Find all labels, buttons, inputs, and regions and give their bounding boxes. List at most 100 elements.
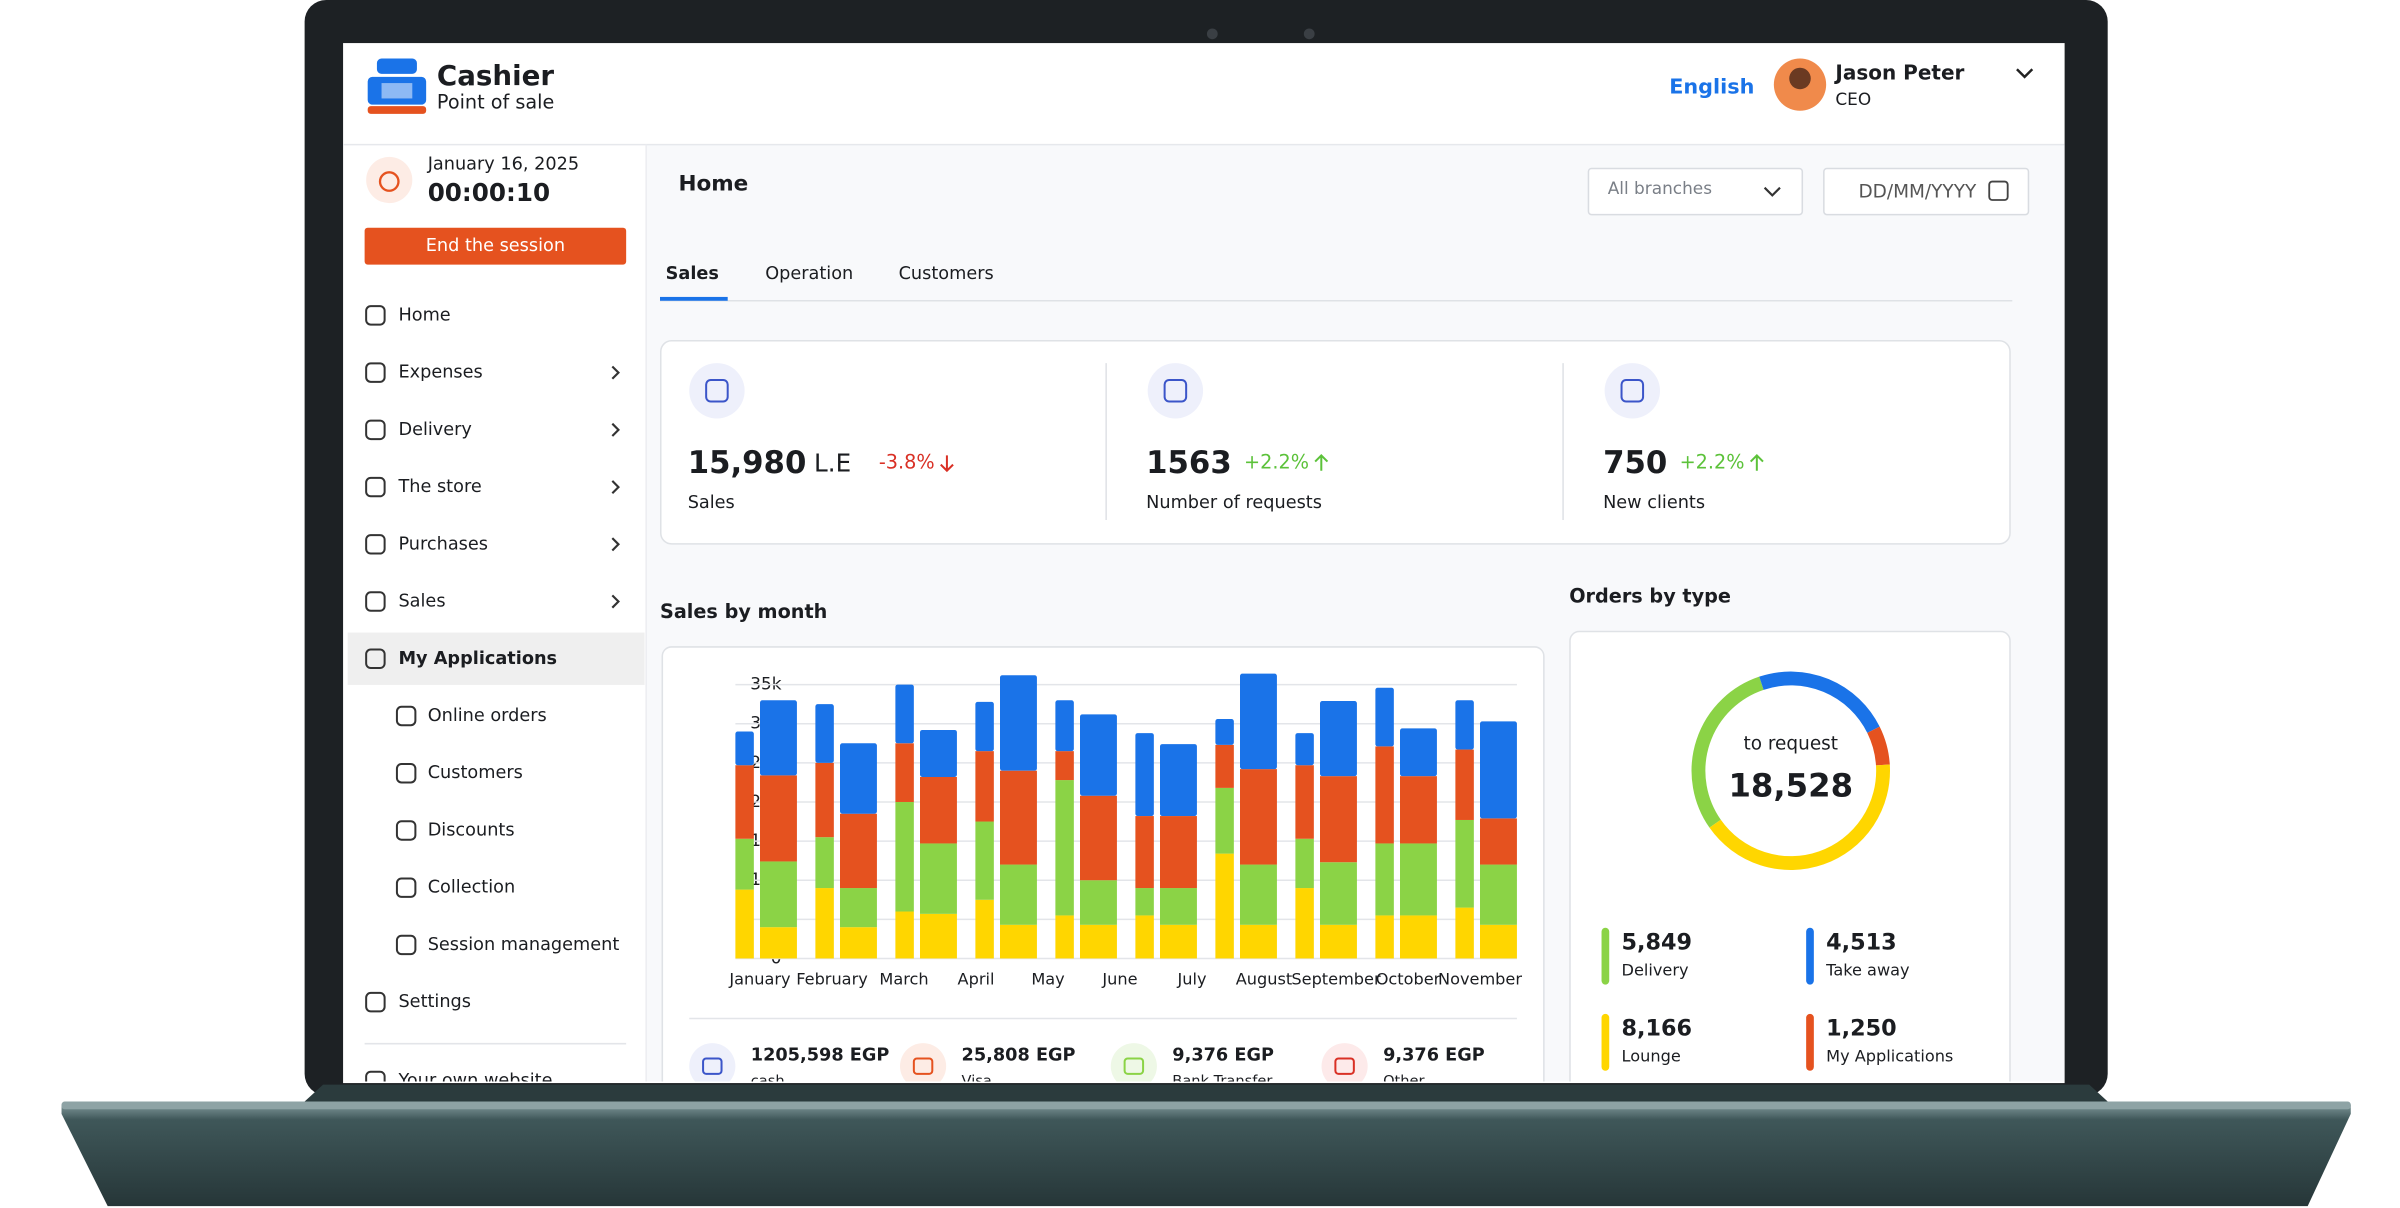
menu-item[interactable]: Delivery bbox=[398, 420, 471, 440]
donut-segment bbox=[1759, 671, 1880, 733]
kpi-arrow bbox=[1749, 453, 1764, 471]
orders-chart-title: Orders by type bbox=[1569, 584, 1731, 607]
kpi-icon-bg bbox=[689, 363, 745, 419]
branch-dropdown[interactable] bbox=[1587, 167, 1804, 216]
bar-segment bbox=[1000, 675, 1037, 771]
tab[interactable]: Sales bbox=[666, 264, 719, 284]
legend-marker bbox=[1806, 927, 1814, 985]
user-menu-chevron[interactable] bbox=[2016, 68, 2034, 79]
payment-icon-bg bbox=[900, 1043, 947, 1082]
x-tick-label: September bbox=[1291, 969, 1381, 988]
bar-segment bbox=[840, 927, 877, 959]
payment-icon-bg bbox=[1110, 1043, 1157, 1082]
camera bbox=[1206, 28, 1218, 40]
legend-label: My Applications bbox=[1826, 1046, 1953, 1065]
bar-segment bbox=[1400, 728, 1437, 777]
language-switch[interactable]: English bbox=[1669, 75, 1754, 99]
donut-total: 18,528 bbox=[1728, 767, 1853, 805]
user-name[interactable]: Jason Peter bbox=[1833, 60, 1964, 84]
bar-segment bbox=[1240, 864, 1277, 925]
kpi-unit: L.E bbox=[814, 449, 851, 478]
submenu-item[interactable]: Collection bbox=[428, 878, 516, 898]
date-input[interactable] bbox=[1823, 167, 2030, 216]
chevron bbox=[611, 365, 620, 380]
menu-item[interactable]: Purchases bbox=[398, 534, 488, 554]
bar-segment bbox=[1455, 907, 1474, 959]
bar-segment bbox=[1000, 770, 1037, 865]
menu-item[interactable]: Expenses bbox=[398, 363, 482, 383]
bar-segment bbox=[1480, 721, 1517, 819]
bar-segment bbox=[1320, 776, 1357, 863]
legend-value: 5,849 bbox=[1622, 930, 1693, 956]
bar-segment bbox=[1215, 853, 1234, 959]
submenu-item[interactable]: Discounts bbox=[428, 820, 515, 840]
kpi-label: Number of requests bbox=[1146, 493, 1322, 513]
dynamic-content: Home Expenses Delivery The store Purchases Sa… bbox=[347, 264, 1953, 1091]
menu-item[interactable]: My Applications bbox=[398, 649, 557, 669]
menu-icon bbox=[365, 648, 386, 670]
date-placeholder[interactable]: DD/MM/YYYY bbox=[1858, 181, 1977, 202]
x-tick-label: November bbox=[1438, 969, 1522, 988]
tab[interactable]: Customers bbox=[899, 264, 994, 284]
bar-segment bbox=[1000, 864, 1037, 925]
branch-dropdown-label[interactable]: All branches bbox=[1608, 178, 1712, 198]
kpi-icon bbox=[1163, 378, 1188, 403]
end-session-label[interactable]: End the session bbox=[426, 236, 565, 256]
sensor bbox=[1303, 28, 1315, 40]
payment-amount: 25,808 EGP bbox=[962, 1045, 1076, 1065]
menu-item[interactable]: Sales bbox=[398, 592, 445, 612]
submenu-item[interactable]: Session management bbox=[428, 935, 620, 955]
brand: Cashier bbox=[437, 59, 554, 92]
timer-icon-bg bbox=[366, 156, 413, 204]
avatar-face bbox=[1789, 67, 1811, 90]
session-date: January 16, 2025 bbox=[427, 155, 579, 175]
bar-segment bbox=[975, 821, 994, 900]
bar-segment bbox=[840, 888, 877, 928]
tab[interactable]: Operation bbox=[765, 264, 853, 284]
app: Cashier Point of sale English Jason Pete… bbox=[343, 58, 2065, 1091]
bar-segment bbox=[1295, 888, 1314, 959]
page-title: Home bbox=[678, 172, 748, 197]
y-tick-label: 35k bbox=[750, 674, 782, 694]
menu-icon bbox=[395, 934, 417, 956]
submenu-item[interactable]: Customers bbox=[428, 763, 523, 783]
bar-segment bbox=[1240, 924, 1277, 959]
bar-segment bbox=[895, 801, 914, 912]
menu-icon bbox=[395, 877, 417, 898]
legend-label: Delivery bbox=[1622, 960, 1689, 979]
bar-segment bbox=[975, 899, 994, 959]
bar-segment bbox=[1215, 744, 1234, 788]
bar-segment bbox=[975, 751, 994, 822]
menu-item[interactable]: Home bbox=[398, 305, 450, 325]
bar-segment bbox=[1320, 701, 1357, 777]
submenu-item[interactable]: Online orders bbox=[428, 706, 547, 726]
menu-item[interactable]: The store bbox=[397, 477, 481, 497]
bar-segment bbox=[1135, 733, 1154, 817]
menu-item[interactable]: Settings bbox=[398, 992, 471, 1012]
bar-segment bbox=[895, 743, 914, 802]
bar-segment bbox=[815, 762, 834, 838]
bar-segment bbox=[735, 731, 754, 766]
end-session-button[interactable] bbox=[364, 227, 627, 265]
calendar-icon bbox=[1988, 180, 2009, 201]
bar-segment bbox=[1480, 864, 1517, 925]
bar-segment bbox=[1000, 924, 1037, 959]
bar-segment bbox=[1080, 795, 1117, 881]
kpi-arrow bbox=[1314, 453, 1329, 471]
kpi-icon-bg bbox=[1147, 363, 1204, 419]
legend-marker bbox=[1806, 1013, 1814, 1071]
bar-segment bbox=[1055, 780, 1074, 916]
bar-segment bbox=[895, 684, 914, 744]
bar-segment bbox=[1240, 769, 1277, 865]
laptop-hinge bbox=[304, 1084, 2108, 1102]
payment-amount: 9,376 EGP bbox=[1172, 1045, 1274, 1065]
menu-icon bbox=[395, 820, 417, 841]
menu-item[interactable]: Your own website bbox=[397, 1071, 552, 1091]
payment-amount: 1205,598 EGP bbox=[751, 1045, 890, 1065]
x-tick-label: February bbox=[796, 969, 868, 988]
menu-icon bbox=[365, 419, 386, 441]
bar-segment bbox=[1055, 700, 1074, 752]
legend-value: 8,166 bbox=[1622, 1016, 1693, 1042]
